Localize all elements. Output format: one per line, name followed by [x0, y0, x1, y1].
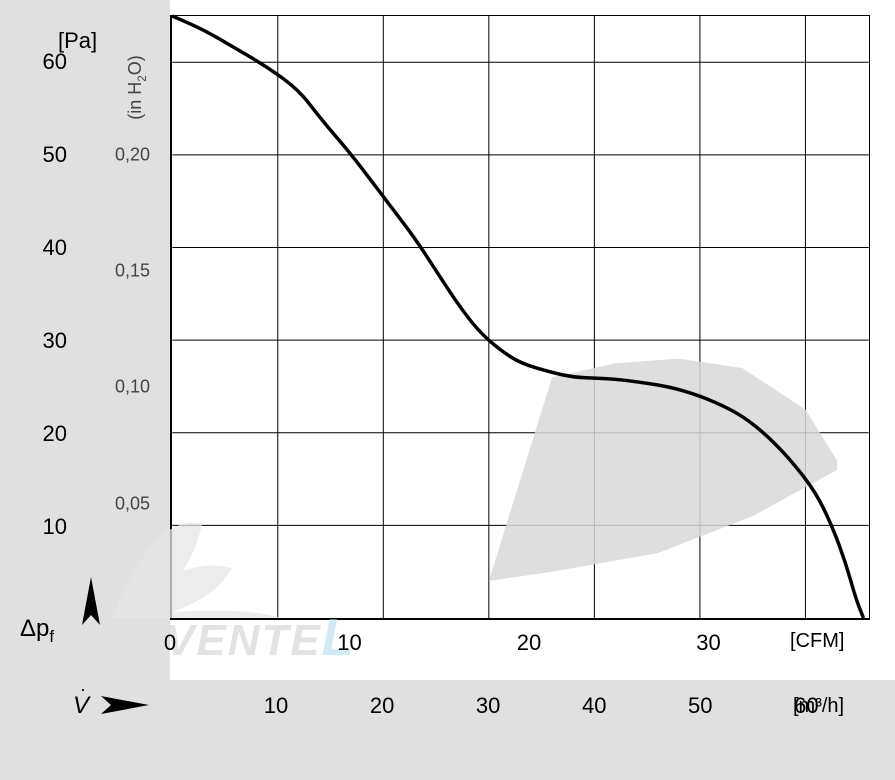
x-axis-arrow-icon — [101, 696, 149, 720]
y-axis-label-dpf: Δpf — [20, 615, 54, 647]
y2-unit-inh2o: (in H2O) — [125, 55, 149, 120]
x2-tick-label: 20 — [370, 693, 394, 719]
x1-tick-label: 10 — [337, 630, 361, 656]
y1-tick-label: 20 — [43, 421, 67, 447]
x2-tick-label: 30 — [476, 693, 500, 719]
y2-tick-label: 0,15 — [115, 260, 150, 281]
x1-unit-cfm: [CFM] — [790, 630, 844, 653]
y2-tick-label: 0,20 — [115, 144, 150, 165]
x2-tick-label: 50 — [688, 693, 712, 719]
y2-tick-label: 0,10 — [115, 377, 150, 398]
x1-tick-label: 30 — [696, 630, 720, 656]
x1-tick-label: 0 — [164, 630, 176, 656]
y2-tick-label: 0,05 — [115, 493, 150, 514]
y1-tick-label: 10 — [43, 514, 67, 540]
x2-tick-label: 60 — [794, 693, 818, 719]
y1-tick-label: 40 — [43, 235, 67, 261]
watermark-part-c: TE — [261, 616, 321, 665]
x-axis-label-vdot: · V — [73, 692, 89, 720]
x2-tick-label: 10 — [264, 693, 288, 719]
x1-tick-label: 20 — [517, 630, 541, 656]
plot-area — [170, 15, 870, 620]
x2-tick-label: 40 — [582, 693, 606, 719]
y1-tick-label: 30 — [43, 328, 67, 354]
bottom-gray-band — [0, 680, 895, 780]
y-axis-arrow-icon — [82, 577, 100, 631]
chart-container: VENTEL [Pa] (in H2O) Δpf · V [CFM] [m³/h… — [0, 0, 895, 780]
performance-curve — [172, 16, 869, 618]
watermark-ventel: VENTEL — [165, 608, 355, 668]
watermark-part-b: N — [228, 616, 262, 665]
y1-tick-label: 60 — [43, 49, 67, 75]
y1-tick-label: 50 — [43, 142, 67, 168]
